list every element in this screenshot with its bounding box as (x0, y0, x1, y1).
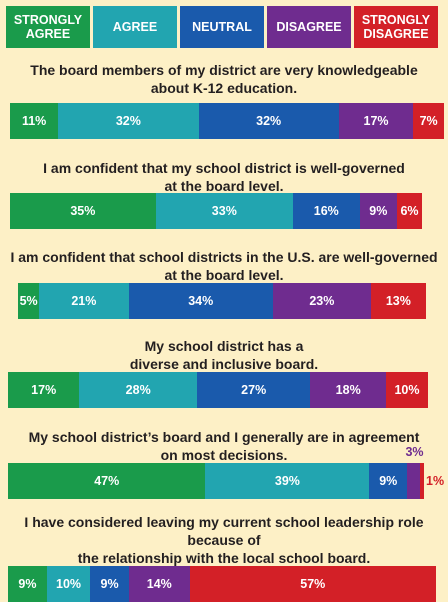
bar-segment-strongly-disagree: 13% (370, 283, 426, 319)
value-label: 17% (363, 114, 389, 128)
value-label: 33% (211, 204, 237, 218)
bar-segment-disagree: 18% (310, 372, 386, 408)
legend-item-disagree: DISAGREE (267, 6, 351, 48)
bar-segment-strongly-agree: 5% (18, 283, 40, 319)
bar-segment-strongly-disagree: 57% (189, 566, 436, 602)
value-label: 9% (379, 474, 398, 488)
bar-segment-agree: 21% (39, 283, 129, 319)
question-text: The board members of my district are ver… (30, 62, 418, 96)
value-label: 3% (405, 445, 424, 459)
bar-segment-strongly-disagree: 10% (386, 372, 428, 408)
value-label: 23% (309, 294, 335, 308)
question-text: I am confident that school districts in … (10, 249, 438, 283)
response-bar: 13% 23% 34% 21% 5% (0, 283, 448, 319)
value-label: 21% (71, 294, 97, 308)
question-text: I am confident that my school district i… (43, 160, 405, 194)
legend-item-neutral: NEUTRAL (180, 6, 264, 48)
bar-segment-disagree: 17% (338, 103, 414, 139)
value-label: 9% (369, 204, 388, 218)
bar-segment-neutral: 27% (197, 372, 311, 408)
value-label: 57% (300, 577, 326, 591)
value-label: 34% (188, 294, 214, 308)
bar-segment-strongly-disagree: 7% (413, 103, 444, 139)
bar-segment-strongly-disagree: 6% (397, 193, 422, 229)
bar-segment-neutral: 32% (198, 103, 339, 139)
bar-segment-agree: 33% (155, 193, 293, 229)
value-label: 17% (31, 383, 57, 397)
bar-segment-strongly-agree: 47% (8, 463, 206, 499)
value-label: 9% (18, 577, 37, 591)
value-label: 10% (56, 577, 82, 591)
bar-segment-neutral: 34% (128, 283, 273, 319)
value-label: 28% (125, 383, 151, 397)
bar-segment-strongly-agree: 9% (8, 566, 47, 602)
value-label: 14% (146, 577, 172, 591)
bar-segment-agree: 10% (46, 566, 91, 602)
bar-segment-disagree: 9% (359, 193, 398, 229)
bar-segment-disagree: 23% (273, 283, 371, 319)
value-label: 11% (21, 114, 47, 128)
legend-item-strongly-disagree: STRONGLY DISAGREE (354, 6, 438, 48)
bar-segment-agree: 39% (205, 463, 370, 499)
value-label: 27% (241, 383, 267, 397)
bar-segment-strongly-agree: 11% (10, 103, 59, 139)
response-bar: 57% 14% 9% 10% 9% (0, 566, 448, 602)
value-label: 39% (274, 474, 300, 488)
value-label: 5% (19, 294, 38, 308)
value-label: 6% (400, 204, 419, 218)
value-label: 32% (256, 114, 282, 128)
bar-segment-disagree (407, 463, 420, 499)
bar-segment-neutral: 9% (369, 463, 408, 499)
value-label: 32% (115, 114, 141, 128)
value-label: 47% (94, 474, 120, 488)
value-label: 13% (385, 294, 411, 308)
response-bar: 10% 18% 27% 28% 17% (0, 372, 448, 408)
legend-item-strongly-agree: STRONGLY AGREE (6, 6, 90, 48)
value-label: 10% (394, 383, 420, 397)
bar-segment-neutral: 9% (90, 566, 130, 602)
bar-segment-disagree: 14% (129, 566, 190, 602)
value-label: 18% (335, 383, 361, 397)
bar-segment-agree: 32% (58, 103, 199, 139)
value-label: 1% (426, 474, 445, 488)
value-label: 7% (419, 114, 438, 128)
value-label: 9% (100, 577, 119, 591)
response-bar: 6% 9% 16% 33% 35% (0, 193, 448, 229)
bar-segment-strongly-agree: 35% (10, 193, 156, 229)
question-text: I have considered leaving my current sch… (24, 514, 424, 566)
response-bar: 7% 17% 32% 32% 11% (0, 103, 448, 139)
bar-segment-strongly-agree: 17% (8, 372, 80, 408)
question-text: My school district’s board and I general… (28, 429, 420, 463)
bar-segment-agree: 28% (79, 372, 197, 408)
bar-segment-neutral: 16% (292, 193, 360, 229)
response-bar: 9% 39% 47% 3% 1% (0, 445, 448, 499)
value-label: 16% (313, 204, 339, 218)
question-text: My school district has a diverse and inc… (129, 338, 319, 372)
bar-segment-strongly-disagree (419, 463, 424, 499)
legend-item-agree: AGREE (93, 6, 177, 48)
value-label: 35% (70, 204, 96, 218)
